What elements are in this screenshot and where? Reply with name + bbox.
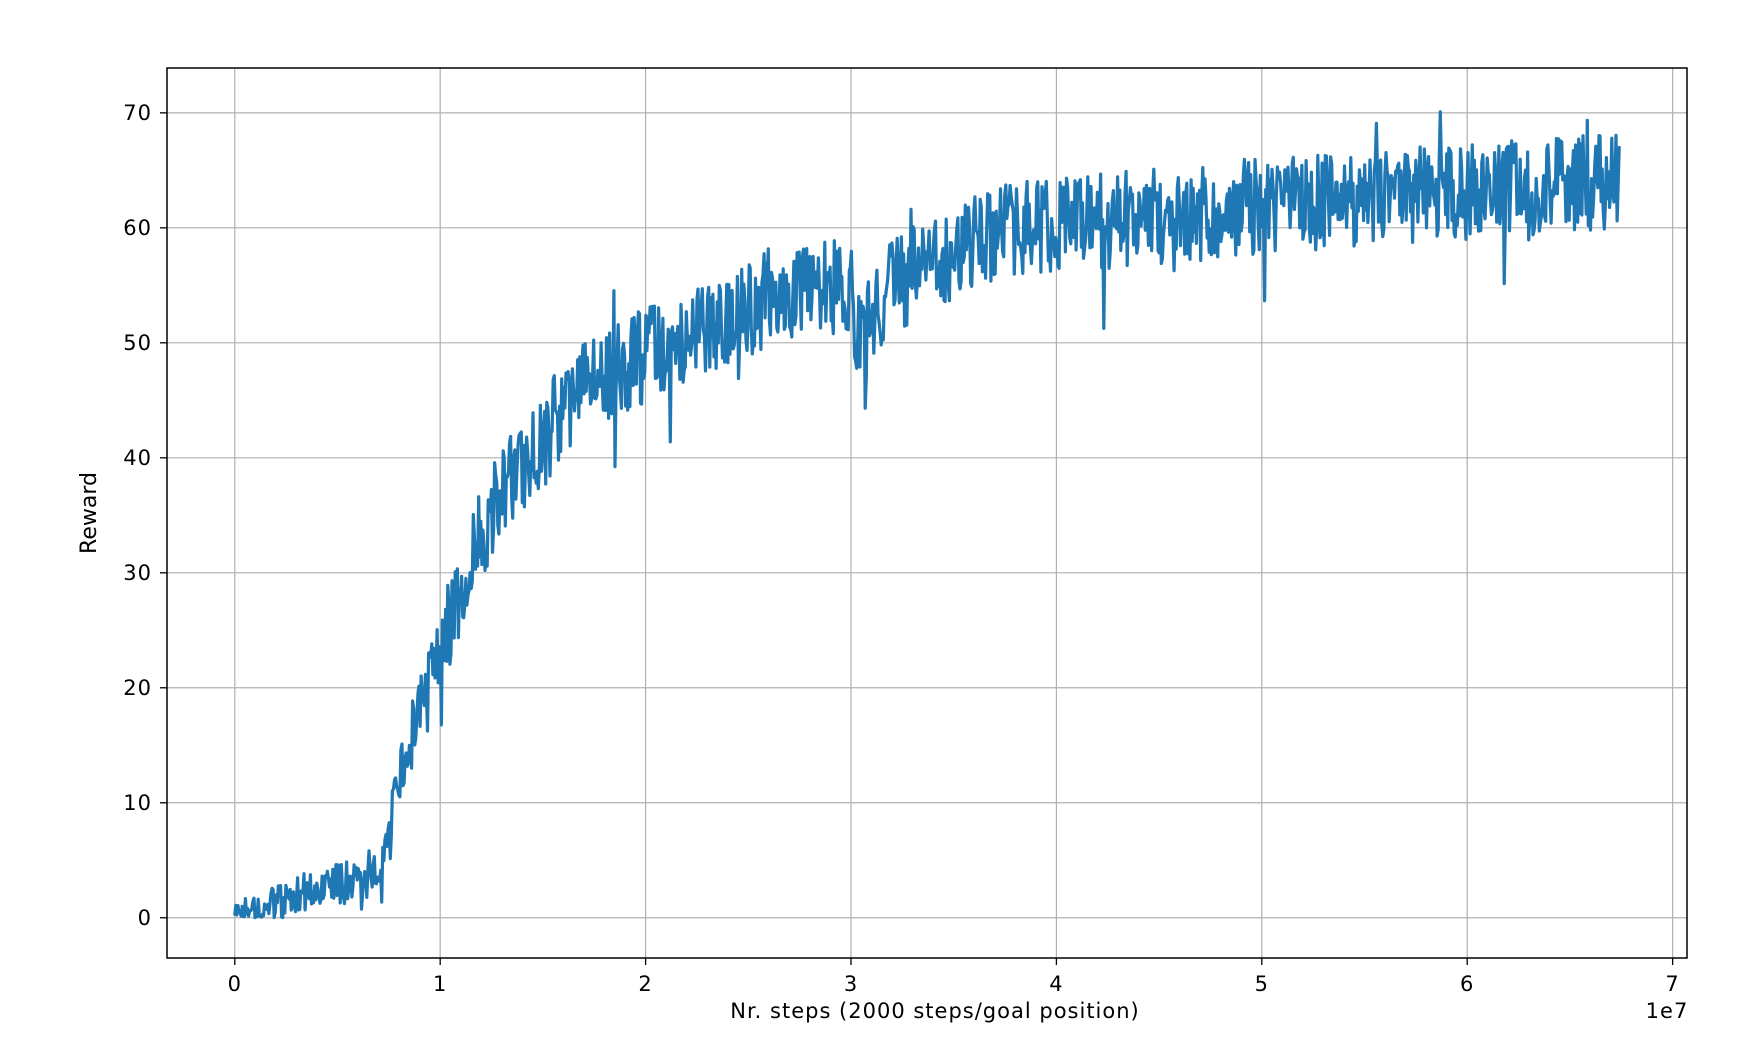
x-offset-label: 1e7 (1646, 999, 1689, 1023)
y-tick-label: 60 (123, 216, 152, 240)
series-layer (233, 110, 1621, 920)
y-tick-label: 30 (123, 561, 152, 585)
y-axis-label: Reward (77, 472, 102, 554)
series-line-0 (233, 110, 1621, 920)
y-tick-label: 10 (123, 791, 152, 815)
y-tick-label: 0 (138, 906, 152, 930)
x-tick-label: 0 (228, 972, 242, 996)
grid (167, 68, 1687, 958)
y-tick-label: 50 (123, 331, 152, 355)
y-tick-label: 20 (123, 676, 152, 700)
x-tick-label: 3 (844, 972, 858, 996)
x-tick-label: 1 (433, 972, 447, 996)
x-tick-label: 4 (1049, 972, 1063, 996)
y-tick-label: 40 (123, 446, 152, 470)
x-tick-label: 6 (1460, 972, 1474, 996)
plot-frame (166, 67, 1688, 959)
y-tick-label: 70 (123, 101, 152, 125)
x-tick-label: 2 (638, 972, 652, 996)
x-tick-label: 7 (1665, 972, 1679, 996)
x-axis-label: Nr. steps (2000 steps/goal position) (730, 999, 1140, 1023)
x-tick-label: 5 (1255, 972, 1269, 996)
